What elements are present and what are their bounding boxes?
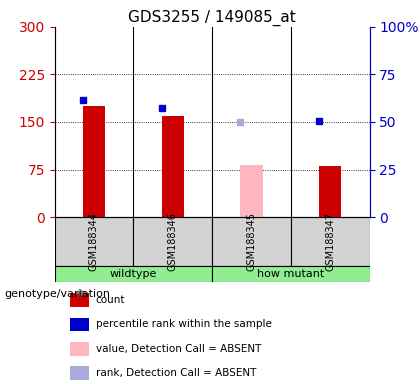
- FancyBboxPatch shape: [55, 217, 134, 266]
- Bar: [71, 342, 89, 356]
- FancyBboxPatch shape: [212, 266, 370, 282]
- Text: GSM188345: GSM188345: [247, 212, 257, 271]
- Bar: [162, 116, 184, 217]
- Text: wildtype: wildtype: [110, 269, 157, 279]
- Text: value, Detection Call = ABSENT: value, Detection Call = ABSENT: [96, 344, 261, 354]
- Bar: [240, 165, 262, 217]
- Title: GDS3255 / 149085_at: GDS3255 / 149085_at: [128, 9, 296, 25]
- Text: GSM188344: GSM188344: [89, 212, 99, 271]
- Text: count: count: [96, 295, 125, 305]
- FancyBboxPatch shape: [134, 217, 212, 266]
- FancyBboxPatch shape: [212, 217, 291, 266]
- FancyBboxPatch shape: [55, 266, 212, 282]
- FancyBboxPatch shape: [291, 217, 370, 266]
- Bar: [319, 166, 341, 217]
- Bar: [71, 318, 89, 331]
- Bar: [71, 366, 89, 380]
- Text: rank, Detection Call = ABSENT: rank, Detection Call = ABSENT: [96, 368, 256, 378]
- Bar: [71, 293, 89, 307]
- Text: GSM188347: GSM188347: [325, 212, 335, 271]
- Text: GSM188346: GSM188346: [168, 212, 178, 271]
- Text: genotype/variation: genotype/variation: [4, 289, 110, 299]
- Text: percentile rank within the sample: percentile rank within the sample: [96, 319, 271, 329]
- Text: how mutant: how mutant: [257, 269, 325, 279]
- Bar: [83, 106, 105, 217]
